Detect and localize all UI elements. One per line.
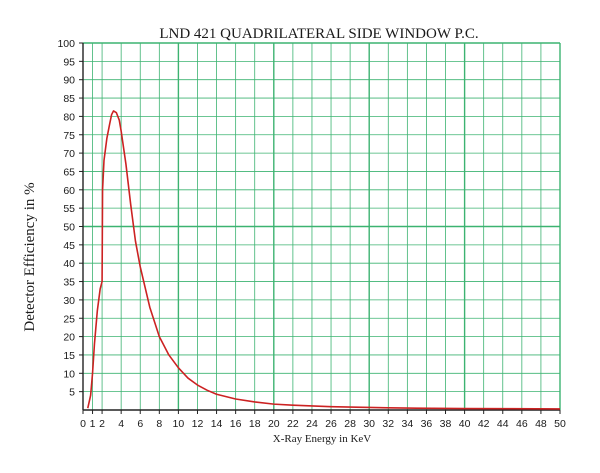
x-tick-label: 50 — [554, 418, 566, 430]
x-tick-label: 18 — [249, 418, 261, 430]
x-tick-label: 44 — [497, 418, 509, 430]
series-line — [86, 110, 561, 410]
y-tick-label: 80 — [63, 111, 75, 123]
y-tick-label: 95 — [63, 56, 75, 68]
y-tick-label: 60 — [63, 185, 75, 197]
x-tick-label: 16 — [230, 418, 242, 430]
x-tick-label: 10 — [173, 418, 185, 430]
x-tick-label: 32 — [382, 418, 394, 430]
chart-title: LND 421 QUADRILATERAL SIDE WINDOW P.C. — [159, 26, 478, 42]
axes — [79, 42, 561, 414]
y-tick-label: 75 — [63, 130, 75, 142]
x-tick-label: 24 — [306, 418, 318, 430]
y-tick-label: 15 — [63, 350, 75, 362]
x-tick-label: 14 — [211, 418, 223, 430]
y-tick-labels: 5 10 15 20 25 30 35 40 45 50 55 60 65 70 75 80 85 90 95 100 — [57, 38, 75, 399]
grid — [83, 42, 561, 410]
y-axis-label: Detector Efficiency in % — [22, 182, 38, 331]
x-tick-label: 0 — [80, 418, 86, 430]
x-tick-label: 40 — [459, 418, 471, 430]
y-tick-label: 100 — [57, 38, 75, 50]
x-tick-label: 20 — [268, 418, 280, 430]
x-tick-label: 12 — [192, 418, 204, 430]
x-tick-label: 6 — [137, 418, 143, 430]
y-tick-label: 40 — [63, 258, 75, 270]
y-tick-label: 30 — [63, 295, 75, 307]
x-tick-label: 26 — [325, 418, 337, 430]
y-tick-label: 45 — [63, 240, 75, 252]
y-tick-label: 35 — [63, 277, 75, 289]
x-tick-label: 30 — [363, 418, 375, 430]
x-tick-label: 46 — [516, 418, 528, 430]
y-tick-label: 50 — [63, 222, 75, 234]
x-tick-label: 34 — [402, 418, 414, 430]
y-tick-label: 85 — [63, 93, 75, 105]
x-tick-label: 28 — [344, 418, 356, 430]
y-tick-label: 70 — [63, 148, 75, 160]
y-tick-label: 5 — [69, 387, 75, 399]
y-tick-label: 10 — [63, 368, 75, 380]
x-tick-label: 36 — [421, 418, 433, 430]
y-tick-label: 25 — [63, 313, 75, 325]
y-tick-label: 65 — [63, 166, 75, 178]
x-tick-labels: 0 1 2 4 6 8 10 12 14 16 18 20 22 24 26 28 30 32 34 36 38 40 42… — [80, 418, 566, 430]
x-tick-label: 1 — [90, 418, 96, 430]
y-tick-label: 90 — [63, 75, 75, 87]
x-tick-label: 8 — [156, 418, 162, 430]
x-axis-label: X-Ray Energy in KeV — [273, 433, 372, 445]
y-tick-label: 20 — [63, 332, 75, 344]
x-tick-label: 38 — [440, 418, 452, 430]
x-tick-label: 42 — [478, 418, 490, 430]
x-tick-label: 2 — [99, 418, 105, 430]
x-tick-label: 22 — [287, 418, 299, 430]
y-tick-label: 55 — [63, 203, 75, 215]
x-tick-label: 48 — [535, 418, 547, 430]
x-tick-label: 4 — [118, 418, 124, 430]
